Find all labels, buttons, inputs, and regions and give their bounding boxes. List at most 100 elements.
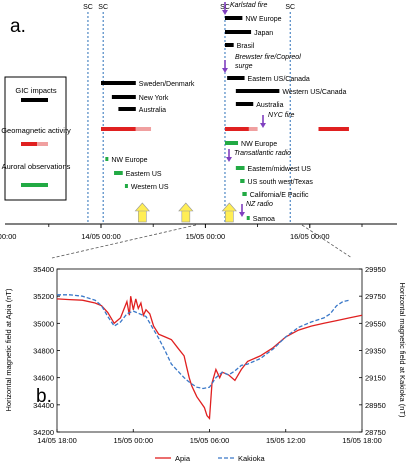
gic-bar	[235, 89, 280, 93]
gic-bar	[224, 30, 252, 34]
geomagnetic-bar	[135, 127, 152, 131]
legend-gic-label: GIC impacts	[15, 86, 57, 95]
gic-bar-label: Eastern US/Canada	[248, 76, 310, 83]
auroral-bar	[224, 141, 239, 145]
highlight-arrow-icon	[134, 202, 150, 223]
y-tick-label-left: 35000	[33, 319, 54, 328]
x-tick-label: 16/05 00:00	[290, 232, 330, 241]
plot-frame	[56, 268, 363, 433]
y-axis-label-left: Horizontal magnetic field at Apia (nT)	[4, 288, 13, 411]
x-tick-label: 15/05 00:00	[186, 232, 226, 241]
zoom-connector-left	[51, 224, 197, 259]
x-tick-label: 14/05 18:00	[37, 436, 77, 445]
auroral-bar-label: Eastern US	[126, 171, 162, 178]
gic-bar-label: NW Europe	[245, 16, 281, 23]
legend-auroral-label: Auroral observations	[2, 162, 71, 171]
panel-a-label: a.	[10, 16, 26, 37]
highlight-arrow-icon	[221, 202, 237, 223]
y-tick-label-right: 29150	[365, 374, 386, 383]
legend-label: Apia	[175, 454, 191, 463]
geomagnetic-bar	[101, 127, 136, 131]
auroral-bar-label: Western US	[131, 184, 169, 191]
timeline-chart: GIC impacts Geomagnetic activity Auroral…	[0, 2, 397, 241]
gic-bar	[111, 95, 136, 99]
auroral-bar-label: NW Europe	[111, 157, 147, 164]
panel-b-label: b.	[36, 386, 52, 407]
auroral-bar	[240, 179, 245, 183]
gic-bar-label: Japan	[254, 30, 273, 37]
gic-bar-label: Sweden/Denmark	[139, 81, 195, 88]
legend-geomagnetic-swatch-light	[37, 142, 48, 146]
x-tick-label: 15/05 12:00	[266, 436, 306, 445]
gic-bar	[224, 43, 234, 47]
gic-bar	[118, 107, 136, 111]
legend-box	[4, 76, 67, 201]
gic-bar	[101, 81, 136, 85]
highlight-arrow-icon	[178, 202, 194, 223]
y-tick-label-left: 34800	[33, 347, 54, 356]
event-arrow-icon	[222, 2, 228, 15]
sc-label: SC	[83, 4, 93, 11]
event-arrow-icon	[222, 60, 228, 73]
legend-geomagnetic-label: Geomagnetic activity	[1, 126, 71, 135]
auroral-bar-label: Samoa	[253, 216, 275, 223]
event-arrow-icon	[260, 115, 266, 128]
y-tick-label-left: 35400	[33, 265, 54, 274]
series-line-apia	[56, 296, 363, 420]
legend-auroral-swatch	[21, 183, 48, 187]
y-tick-label-left: 34600	[33, 374, 54, 383]
y-tick-label-right: 28750	[365, 428, 386, 437]
y-tick-label-left: 34200	[33, 428, 54, 437]
gic-bar-label: Western US/Canada	[282, 89, 346, 96]
y-tick-label-right: 28950	[365, 401, 386, 410]
magnetic-field-chart: 34200 34400 34600 34800 35000 35200 35400 28750…	[4, 265, 407, 463]
x-tick-label: 14/05 00:00	[81, 232, 121, 241]
auroral-bar	[114, 171, 123, 175]
y-tick-label-right: 29350	[365, 347, 386, 356]
series-line-kakioka	[57, 294, 350, 390]
auroral-bar-label: Eastern/midwest US	[248, 166, 312, 173]
event-arrow-icon	[226, 149, 232, 162]
auroral-bar-label: California/E Pacific	[250, 192, 309, 199]
gic-bar	[235, 102, 254, 106]
legend-gic-swatch	[21, 98, 48, 102]
zoom-connector-right	[301, 224, 353, 259]
geomagnetic-bar	[224, 127, 249, 131]
y-axis-label-right: Horizontal magnetic field at Kakioka (nT…	[398, 282, 407, 418]
event-arrow-icon	[239, 204, 245, 217]
sc-label: SC	[285, 4, 295, 11]
event-label: NZ radio	[246, 201, 273, 208]
gic-bar-label: New York	[139, 95, 169, 102]
auroral-bar	[242, 192, 247, 196]
x-tick-label: 13/05 00:00	[0, 232, 16, 241]
auroral-bar-label: NW Europe	[241, 141, 277, 148]
gic-bar-label: Australia	[256, 102, 283, 109]
auroral-bar	[124, 184, 128, 188]
gic-bar	[224, 16, 243, 20]
event-label: Transatlantic radio	[234, 150, 291, 157]
y-tick-label-right: 29750	[365, 292, 386, 301]
gic-bar-label: Brasil	[237, 43, 255, 50]
y-tick-label-left: 35200	[33, 292, 54, 301]
auroral-bar-label: US south west/Texas	[248, 179, 314, 186]
legend-label: Kakioka	[238, 454, 266, 463]
event-label: NYC fire	[268, 112, 295, 119]
x-tick-label: 15/05 18:00	[342, 436, 382, 445]
gic-bar-label: Australia	[139, 107, 166, 114]
geomagnetic-bar	[318, 127, 349, 131]
event-label: Brewster fire/Copreol surge	[235, 54, 301, 70]
auroral-bar	[105, 157, 109, 161]
y-tick-label-left: 34400	[33, 401, 54, 410]
x-tick-label: 15/05 00:00	[113, 436, 153, 445]
legend-geomagnetic-swatch-dark	[21, 142, 37, 146]
x-tick-label: 15/05 06:00	[190, 436, 230, 445]
event-label: Karlstad fire	[230, 2, 267, 9]
geomagnetic-bar	[248, 127, 258, 131]
y-tick-label-right: 29950	[365, 265, 386, 274]
sc-label: SC	[98, 4, 108, 11]
auroral-bar	[235, 166, 245, 170]
gic-bar	[227, 76, 245, 80]
y-tick-label-right: 29550	[365, 319, 386, 328]
auroral-bar	[246, 216, 250, 220]
